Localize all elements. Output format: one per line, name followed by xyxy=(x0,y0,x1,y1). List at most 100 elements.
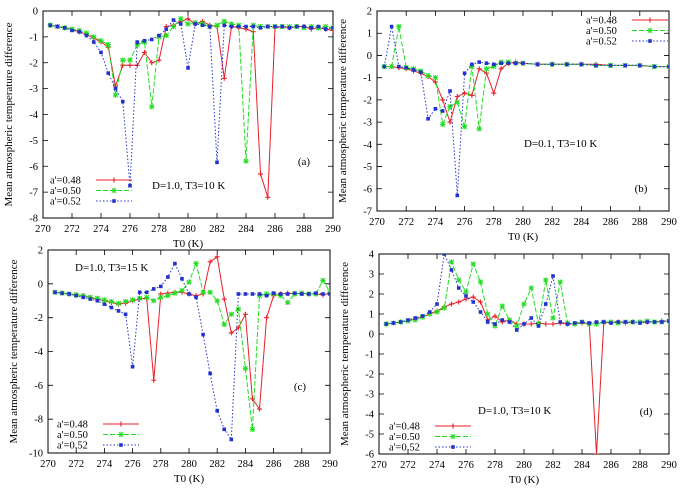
x-tick-label: 274 xyxy=(428,217,445,228)
data-point xyxy=(115,300,122,306)
data-point xyxy=(499,61,503,66)
data-point xyxy=(214,254,220,260)
data-point xyxy=(249,426,256,432)
data-point xyxy=(287,26,292,30)
y-tick-label: 1 xyxy=(367,29,372,40)
data-point xyxy=(294,24,299,29)
data-point xyxy=(580,320,584,324)
x-tick-label: 284 xyxy=(574,217,591,228)
data-point xyxy=(113,86,118,91)
x-tick-label: 274 xyxy=(97,459,114,470)
data-point xyxy=(165,293,171,299)
data-point xyxy=(170,23,177,30)
data-point xyxy=(280,24,285,29)
data-point xyxy=(307,292,311,296)
y-tick-label: 2 xyxy=(38,246,43,257)
data-point xyxy=(391,321,396,325)
y-tick-label: -1 xyxy=(363,73,372,84)
data-point xyxy=(127,57,133,63)
data-point xyxy=(142,38,147,43)
data-point xyxy=(265,24,270,29)
legend-label: a'=0.50 xyxy=(57,430,88,441)
data-point xyxy=(558,320,563,324)
x-tick-label: 280 xyxy=(180,224,196,235)
data-point xyxy=(491,63,497,70)
data-point xyxy=(328,292,330,296)
y-tick-label: -6 xyxy=(34,381,43,392)
data-point xyxy=(609,321,613,325)
y-tick-label: -4 xyxy=(365,410,374,421)
data-point xyxy=(235,325,241,331)
data-point xyxy=(120,62,126,68)
x-tick-label: 288 xyxy=(294,459,310,470)
x-tick-label: 284 xyxy=(574,460,591,471)
data-point xyxy=(608,63,613,68)
y-tick-label: -10 xyxy=(29,449,43,460)
data-point xyxy=(652,320,657,324)
data-point xyxy=(667,319,669,323)
x-tick-label: 280 xyxy=(515,217,531,228)
data-point xyxy=(285,299,291,306)
data-point xyxy=(137,295,143,301)
data-point xyxy=(470,261,476,267)
x-tick-label: 282 xyxy=(545,460,561,471)
data-point xyxy=(507,320,512,324)
data-point xyxy=(491,90,497,96)
y-tick-label: -5 xyxy=(363,162,372,173)
y-axis-label: Mean atmospheric temperature difference xyxy=(3,22,15,206)
data-point xyxy=(320,277,326,284)
data-point xyxy=(521,61,525,66)
data-point xyxy=(616,320,621,324)
data-point xyxy=(242,365,248,372)
x-tick-label: 272 xyxy=(64,224,80,235)
legend-marker xyxy=(111,177,117,183)
legend-marker xyxy=(450,423,456,429)
x-tick-label: 278 xyxy=(153,459,169,470)
chart-annotation: D=0.1, T3=10 K xyxy=(524,138,597,150)
data-point xyxy=(149,60,155,66)
data-point xyxy=(108,298,115,305)
data-point xyxy=(469,63,475,70)
data-point xyxy=(98,38,104,44)
data-point xyxy=(449,268,454,272)
series-line-1 xyxy=(384,61,669,124)
x-tick-label: 278 xyxy=(486,217,502,228)
data-point xyxy=(101,297,107,303)
data-point xyxy=(214,22,220,28)
data-point xyxy=(498,66,504,72)
legend: a'=0.48a'=0.50a'=0.52 xyxy=(57,420,139,452)
data-point xyxy=(463,289,469,295)
data-point xyxy=(601,320,606,324)
data-point xyxy=(62,26,67,30)
x-tick-label: 276 xyxy=(457,217,473,228)
data-point xyxy=(258,171,263,177)
series-line-3 xyxy=(54,262,330,442)
data-point xyxy=(440,97,446,103)
legend-marker xyxy=(450,433,456,440)
data-point xyxy=(535,62,540,67)
y-tick-label: -7 xyxy=(363,207,372,218)
data-point xyxy=(149,37,154,42)
data-point xyxy=(411,68,416,72)
data-point xyxy=(456,277,462,283)
data-point xyxy=(448,259,455,265)
data-point xyxy=(593,321,600,327)
data-point xyxy=(228,330,234,336)
data-point xyxy=(127,62,133,68)
data-point xyxy=(521,301,527,307)
data-point xyxy=(215,160,219,165)
data-point xyxy=(55,24,60,29)
data-point xyxy=(485,311,491,317)
data-point xyxy=(228,311,234,317)
data-point xyxy=(130,297,136,303)
y-tick-label: -7 xyxy=(29,188,38,199)
x-tick-label: 270 xyxy=(369,217,385,228)
x-tick-label: 278 xyxy=(151,224,167,235)
data-point xyxy=(243,292,248,296)
legend: a'=0.48a'=0.50a'=0.52 xyxy=(389,422,471,454)
y-tick-label: -2 xyxy=(29,58,38,69)
data-point xyxy=(594,320,599,324)
chart-panel-2: 270 272 274 276 278 280 282 284 286 288 290 2 1 0 -1 -2… xyxy=(337,7,677,244)
panel-label: (c) xyxy=(294,381,307,393)
x-tick-label: 270 xyxy=(35,224,51,235)
